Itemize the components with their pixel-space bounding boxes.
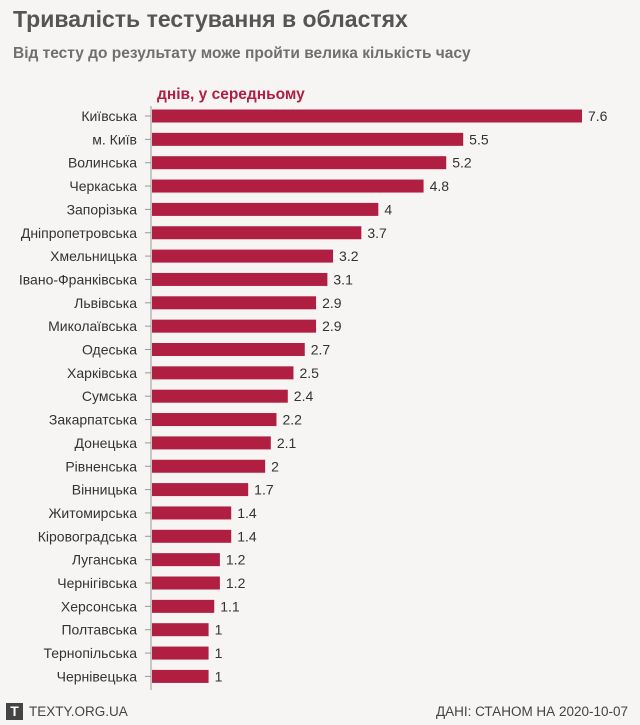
bar (152, 202, 379, 216)
value-label: 2.9 (322, 295, 342, 311)
chart-subtitle: Від тесту до результату може пройти вели… (13, 45, 471, 62)
value-label: 4 (384, 201, 392, 217)
chart-title: Тривалість тестування в областях (13, 6, 408, 32)
bar (152, 343, 305, 356)
value-label: 1.7 (254, 482, 274, 498)
category-label: Волинська (68, 155, 137, 171)
bar (152, 156, 447, 170)
category-label: Запорізька (67, 201, 138, 217)
value-label: 1.4 (237, 505, 257, 521)
category-label: Миколаївська (48, 318, 137, 334)
value-label: 5.5 (469, 131, 489, 147)
value-label: 2.2 (282, 412, 302, 428)
category-label: Житомирська (48, 505, 137, 521)
bar (152, 459, 266, 473)
footer: T TEXTY.ORG.UA ДАНІ: СТАНОМ НА 2020-10-0… (0, 701, 640, 725)
value-label: 4.8 (430, 178, 450, 194)
bar (152, 109, 582, 123)
bar (152, 389, 288, 403)
category-label: Херсонська (61, 598, 137, 614)
category-label: м. Київ (92, 131, 137, 147)
value-label: 1 (215, 668, 223, 684)
category-label: Чернівецька (57, 668, 138, 684)
bar (152, 436, 271, 450)
site-link[interactable]: TEXTY.ORG.UA (29, 704, 128, 719)
category-label: Дніпропетровська (21, 225, 137, 241)
value-label: 2.5 (299, 365, 319, 381)
category-label: Харківська (67, 365, 137, 381)
value-label: 1.2 (226, 575, 246, 591)
value-label: 2.7 (311, 342, 331, 358)
bar (152, 366, 294, 380)
value-label: 1.2 (226, 552, 246, 568)
bar (152, 296, 317, 310)
bar (152, 132, 464, 146)
category-label: Вінницька (72, 482, 137, 498)
value-label: 2.1 (277, 435, 297, 451)
value-label: 3.2 (339, 248, 359, 264)
category-label: Закарпатська (49, 412, 137, 428)
value-label: 7.6 (588, 108, 608, 124)
category-label: Львівська (74, 295, 137, 311)
category-label: Луганська (72, 552, 137, 568)
value-label: 2.9 (322, 318, 342, 334)
data-source: ДАНІ: СТАНОМ НА 2020-10-07 (435, 704, 628, 719)
bar (152, 272, 328, 286)
bar (152, 413, 277, 427)
bar (152, 669, 209, 683)
bar (152, 576, 220, 590)
value-label: 2 (271, 458, 279, 474)
value-label: 2.4 (294, 388, 314, 404)
value-label: 3.1 (333, 271, 353, 287)
bar (152, 623, 209, 637)
bar (152, 249, 334, 263)
category-label: Тернопільська (43, 645, 137, 661)
value-label: 1 (215, 645, 223, 661)
category-label: Одеська (82, 342, 137, 358)
category-label: Кіровоградська (38, 528, 137, 544)
category-label: Рівненська (65, 458, 137, 474)
bar (152, 179, 424, 193)
bars-group: Київська 7.6 м. Київ 5.5 Волинська 5.2 Черкась… (19, 108, 608, 684)
bar (152, 599, 215, 613)
bar (152, 529, 232, 543)
category-label: Чернігівська (57, 575, 137, 591)
value-label: 1.4 (237, 528, 257, 544)
value-label: 5.2 (452, 155, 472, 171)
category-label: Черкаська (69, 178, 137, 194)
category-label: Полтавська (61, 622, 137, 638)
bar (152, 553, 220, 567)
category-label: Хмельницька (50, 248, 137, 264)
bar (152, 646, 209, 660)
value-label: 1 (215, 622, 223, 638)
bar (152, 483, 249, 497)
bar (152, 506, 232, 520)
category-label: Донецька (75, 435, 138, 451)
bar (152, 226, 362, 240)
category-label: Київська (81, 108, 137, 124)
unit-label: днів, у середньому (157, 86, 305, 103)
value-label: 1.1 (220, 598, 240, 614)
value-label: 3.7 (367, 225, 387, 241)
category-label: Сумська (82, 388, 137, 404)
bar (152, 319, 317, 333)
bar-chart: Київська 7.6 м. Київ 5.5 Волинська 5.2 Черкась… (19, 106, 608, 690)
texty-logo: T (6, 703, 23, 720)
category-label: Івано-Франківська (19, 271, 137, 287)
